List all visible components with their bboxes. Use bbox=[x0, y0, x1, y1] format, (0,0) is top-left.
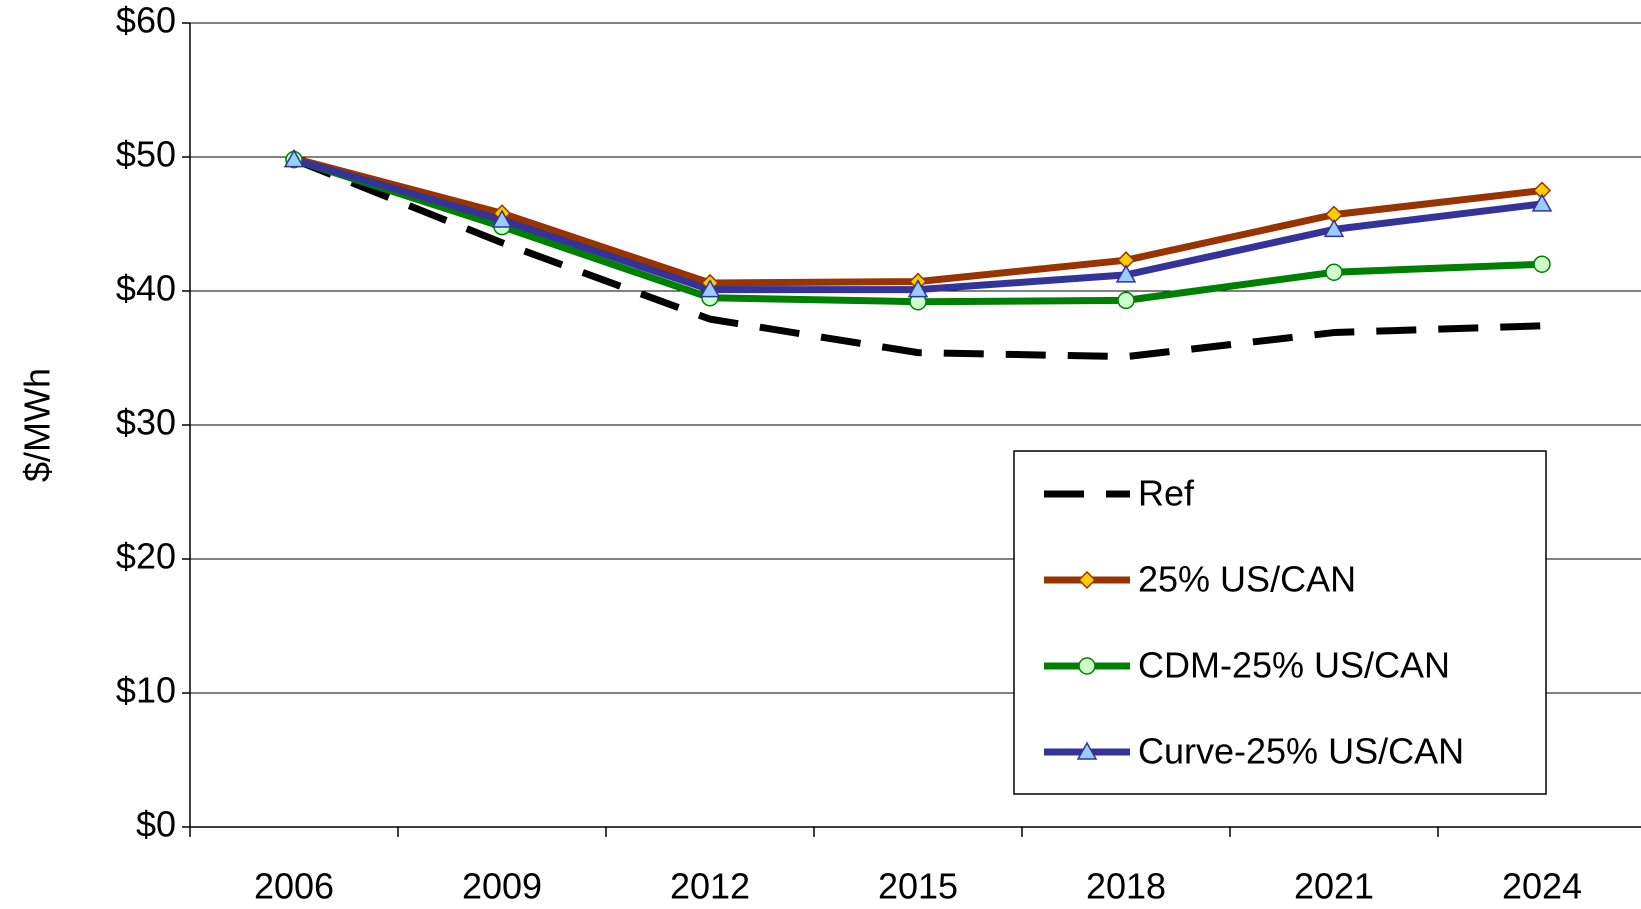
y-tick-label: $60 bbox=[116, 0, 176, 41]
data-point bbox=[1325, 263, 1343, 281]
x-tick-label: 2018 bbox=[1086, 866, 1166, 907]
series-line bbox=[292, 156, 1543, 361]
y-tick-label: $0 bbox=[136, 804, 176, 845]
x-tick-label: 2009 bbox=[462, 866, 542, 907]
legend-marker bbox=[1077, 570, 1097, 590]
x-tick-label: 2015 bbox=[878, 866, 958, 907]
y-tick-label: $10 bbox=[116, 670, 176, 711]
legend-marker bbox=[1076, 741, 1098, 760]
x-tick-label: 2024 bbox=[1502, 866, 1582, 907]
legend-label: Curve-25% US/CAN bbox=[1138, 731, 1464, 772]
x-tick-label: 2012 bbox=[670, 866, 750, 907]
legend-label: 25% US/CAN bbox=[1138, 559, 1356, 600]
legend-label: Ref bbox=[1138, 473, 1195, 514]
x-tick-label: 2021 bbox=[1294, 866, 1374, 907]
data-point bbox=[1531, 193, 1553, 212]
x-tick-label: 2006 bbox=[254, 866, 334, 907]
data-point bbox=[1323, 218, 1345, 238]
data-point bbox=[699, 279, 721, 298]
data-point bbox=[907, 279, 929, 298]
data-point bbox=[1115, 264, 1137, 283]
legend-label: CDM-25% US/CAN bbox=[1138, 645, 1450, 686]
data-point bbox=[1533, 255, 1551, 273]
y-tick-label: $30 bbox=[116, 402, 176, 443]
y-tick-label: $20 bbox=[116, 536, 176, 577]
legend: Ref 25% US/CAN CDM-25% US/CAN Curve-25% US/… bbox=[1013, 450, 1547, 795]
data-point bbox=[283, 149, 305, 168]
y-tick-label: $40 bbox=[116, 268, 176, 309]
data-point bbox=[1117, 291, 1135, 310]
legend-box bbox=[1013, 450, 1547, 795]
y-tick-label: $50 bbox=[116, 134, 176, 175]
data-point bbox=[491, 209, 513, 228]
y-axis-label: $/MWh bbox=[17, 368, 58, 482]
legend-marker bbox=[1078, 657, 1096, 675]
